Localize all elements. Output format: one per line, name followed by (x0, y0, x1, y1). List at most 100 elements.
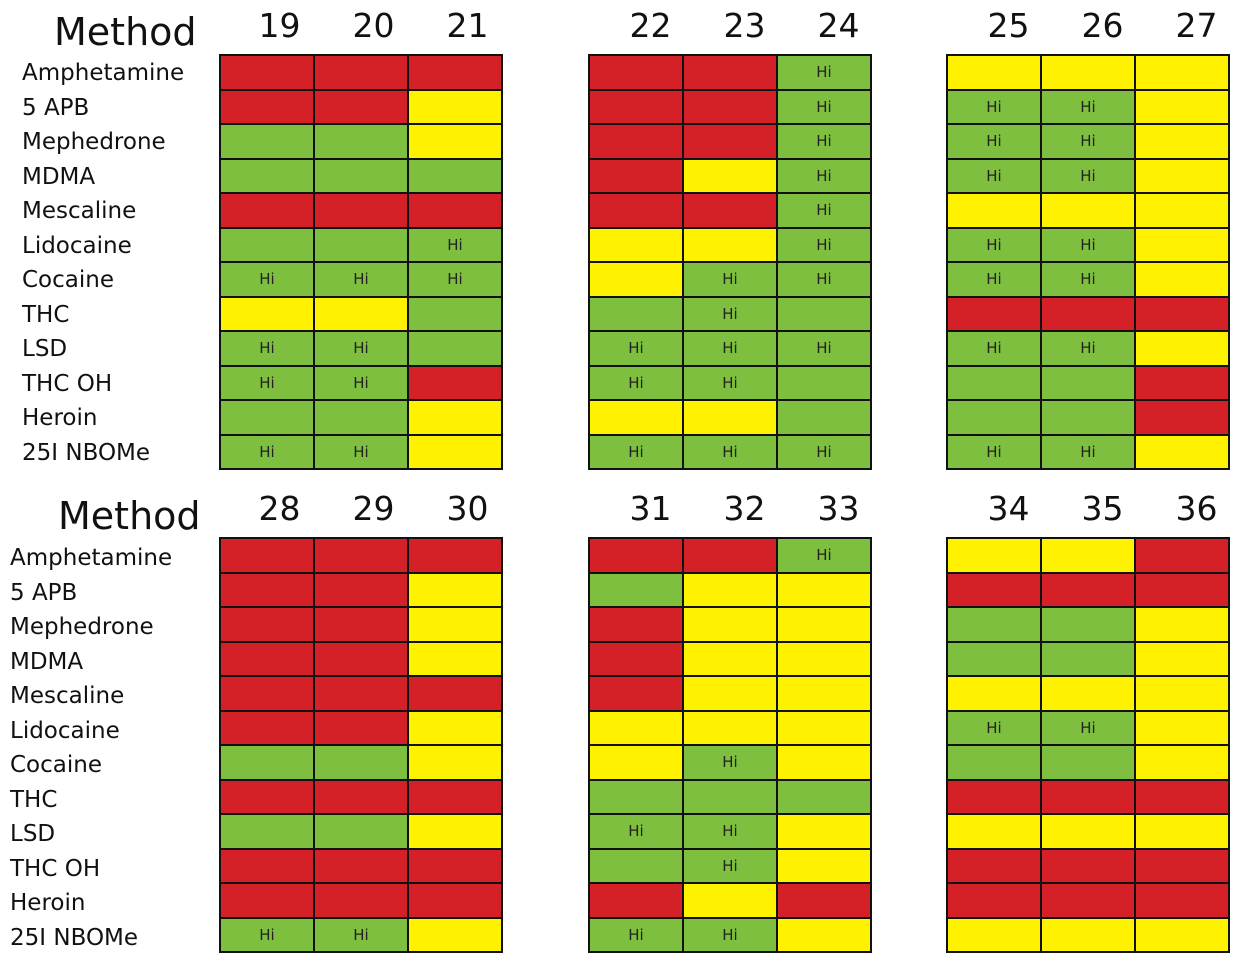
method-number: 35 (1081, 489, 1124, 528)
heatmap-cell (684, 401, 776, 434)
heatmap-cell: Hi (1042, 125, 1134, 158)
method-number: 20 (352, 6, 395, 45)
heatmap-cell (948, 884, 1040, 917)
heatmap-cell (948, 608, 1040, 641)
method-number: 21 (446, 6, 489, 45)
heatmap-cell (778, 366, 870, 399)
heatmap-cell (590, 849, 682, 882)
heatmap-cell (948, 815, 1040, 848)
heatmap-cell (590, 608, 682, 641)
heatmap-cell: Hi (948, 711, 1040, 744)
heatmap-cell (221, 159, 313, 192)
heatmap-cell: Hi (221, 366, 313, 399)
heatmap-cell: Hi (778, 228, 870, 261)
heatmap-cell (315, 711, 407, 744)
heatmap-cell (1136, 56, 1228, 89)
heatmap-cell (1042, 849, 1134, 882)
heatmap-cell (315, 56, 407, 89)
heatmap-cell: Hi (315, 435, 407, 468)
method-title: Method (58, 494, 201, 538)
heatmap-cell (1042, 918, 1134, 951)
heatmap-cell (684, 90, 776, 123)
method-number: 22 (629, 6, 672, 45)
heatmap-cell (1042, 194, 1134, 227)
heatmap-cell (778, 677, 870, 710)
row-label: Lidocaine (10, 717, 120, 744)
heatmap-cell (315, 401, 407, 434)
method-number: 23 (723, 6, 766, 45)
heatmap-cell (684, 884, 776, 917)
heatmap-cell (1136, 435, 1228, 468)
heatmap-cell (590, 884, 682, 917)
heatmap-cell (1042, 677, 1134, 710)
row-label: Amphetamine (10, 545, 173, 571)
heatmap-cell: Hi (409, 228, 501, 261)
heatmap-cell (221, 608, 313, 641)
row-label: Heroin (10, 890, 86, 916)
heatmap-grid-19-21: Hi Hi Hi Hi Hi Hi Hi Hi Hi Hi (219, 54, 503, 470)
heatmap-cell (315, 539, 407, 572)
heatmap-cell: Hi (590, 366, 682, 399)
heatmap-section-2: Method Amphetamine 5 APB Mephedrone MDMA Mes… (0, 484, 1239, 966)
heatmap-cell: Hi (315, 918, 407, 951)
heatmap-cell (948, 642, 1040, 675)
heatmap-grid-31-33: Hi Hi Hi Hi Hi Hi Hi (588, 537, 872, 953)
row-label: Mescaline (10, 683, 125, 709)
heatmap-cell (1042, 746, 1134, 779)
row-label: 25I NBOMe (22, 439, 151, 466)
row-label: Cocaine (22, 267, 114, 293)
heatmap-cell (684, 56, 776, 89)
method-number: 27 (1175, 6, 1218, 45)
heatmap-cell: Hi (590, 815, 682, 848)
heatmap-cell (1136, 401, 1228, 434)
heatmap-cell (948, 918, 1040, 951)
heatmap-cell (1136, 815, 1228, 848)
heatmap-cell: Hi (778, 539, 870, 572)
heatmap-cell (1042, 780, 1134, 813)
row-label: Mescaline (22, 198, 137, 224)
heatmap-cell (948, 297, 1040, 330)
heatmap-cell (684, 608, 776, 641)
heatmap-cell (590, 780, 682, 813)
heatmap-cell (778, 711, 870, 744)
heatmap-cell (409, 297, 501, 330)
heatmap-cell (221, 56, 313, 89)
heatmap-cell (409, 573, 501, 606)
heatmap-cell (948, 677, 1040, 710)
heatmap-cell (1136, 297, 1228, 330)
heatmap-cell (590, 263, 682, 296)
heatmap-cell (684, 711, 776, 744)
heatmap-grid-25-27: Hi Hi Hi Hi Hi Hi Hi Hi Hi Hi Hi Hi Hi Hi (946, 54, 1230, 470)
heatmap-cell (315, 746, 407, 779)
heatmap-cell (1042, 573, 1134, 606)
heatmap-cell: Hi (778, 332, 870, 365)
heatmap-cell (315, 642, 407, 675)
heatmap-cell: Hi (1042, 159, 1134, 192)
heatmap-cell: Hi (684, 815, 776, 848)
heatmap-cell (590, 56, 682, 89)
heatmap-cell (1136, 159, 1228, 192)
row-label: THC OH (22, 370, 113, 397)
row-label: LSD (22, 336, 68, 362)
heatmap-cell: Hi (778, 125, 870, 158)
heatmap-cell (778, 297, 870, 330)
heatmap-cell (684, 125, 776, 158)
heatmap-cell: Hi (1042, 332, 1134, 365)
heatmap-cell (409, 849, 501, 882)
heatmap-cell (409, 332, 501, 365)
row-label: Heroin (22, 405, 98, 431)
heatmap-cell: Hi (590, 435, 682, 468)
method-number: 32 (723, 489, 766, 528)
heatmap-cell (1136, 263, 1228, 296)
heatmap-cell (1136, 884, 1228, 917)
heatmap-cell: Hi (221, 332, 313, 365)
heatmap-cell (409, 884, 501, 917)
heatmap-cell (315, 228, 407, 261)
heatmap-cell (221, 401, 313, 434)
heatmap-cell (1136, 918, 1228, 951)
method-number: 25 (987, 6, 1030, 45)
heatmap-cell (590, 297, 682, 330)
heatmap-cell (590, 90, 682, 123)
heatmap-grid-22-24: Hi Hi Hi Hi Hi Hi Hi Hi Hi Hi Hi Hi Hi Hi Hi Hi Hi (588, 54, 872, 470)
heatmap-cell: Hi (315, 366, 407, 399)
